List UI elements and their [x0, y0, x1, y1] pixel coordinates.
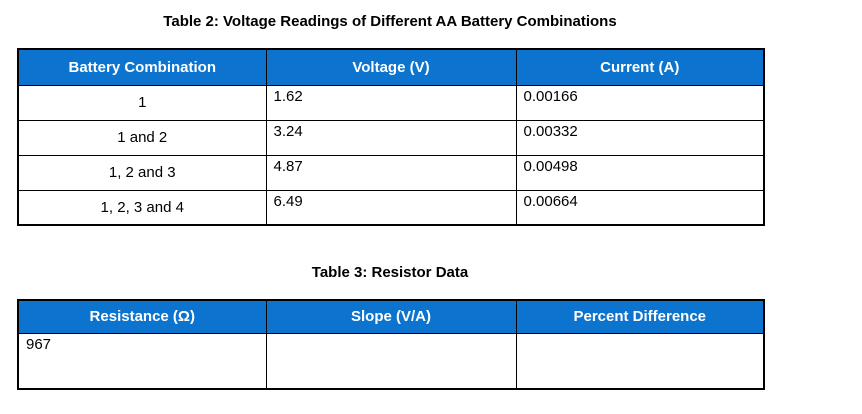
- table-row: 1 1.62 0.00166: [17, 84, 765, 121]
- table3-header-slope: Slope (V/A): [265, 299, 517, 334]
- cell-current: 0.00498: [515, 154, 765, 191]
- table3-title: Table 3: Resistor Data: [311, 264, 469, 281]
- battery-combinations-table: Battery Combination Voltage (V) Current …: [17, 48, 765, 226]
- table3-header-row: Resistance (Ω) Slope (V/A) Percent Diffe…: [17, 299, 765, 334]
- cell-voltage: 4.87: [265, 154, 517, 191]
- table2-header-battery-combination: Battery Combination: [17, 48, 267, 86]
- table-row: 1 and 2 3.24 0.00332: [17, 119, 765, 156]
- cell-current: 0.00166: [515, 84, 765, 121]
- table2-header-row: Battery Combination Voltage (V) Current …: [17, 48, 765, 86]
- cell-voltage: 3.24: [265, 119, 517, 156]
- table2-header-voltage: Voltage (V): [265, 48, 517, 86]
- table-row: 967: [17, 332, 765, 390]
- cell-percent-difference: [515, 332, 765, 390]
- cell-battery-combination: 1, 2, 3 and 4: [17, 189, 267, 226]
- cell-battery-combination: 1 and 2: [17, 119, 267, 156]
- cell-resistance: 967: [17, 332, 267, 390]
- cell-battery-combination: 1: [17, 84, 267, 121]
- table2-title: Table 2: Voltage Readings of Different A…: [163, 13, 617, 30]
- cell-battery-combination: 1, 2 and 3: [17, 154, 267, 191]
- table-row: 1, 2 and 3 4.87 0.00498: [17, 154, 765, 191]
- table2-header-current: Current (A): [515, 48, 765, 86]
- table-row: 1, 2, 3 and 4 6.49 0.00664: [17, 189, 765, 226]
- cell-slope: [265, 332, 517, 390]
- cell-current: 0.00664: [515, 189, 765, 226]
- table3-header-percent-difference: Percent Difference: [515, 299, 765, 334]
- cell-voltage: 1.62: [265, 84, 517, 121]
- cell-voltage: 6.49: [265, 189, 517, 226]
- cell-current: 0.00332: [515, 119, 765, 156]
- table3-header-resistance: Resistance (Ω): [17, 299, 267, 334]
- resistor-data-table: Resistance (Ω) Slope (V/A) Percent Diffe…: [17, 299, 765, 390]
- document-body: Table 2: Voltage Readings of Different A…: [17, 0, 765, 390]
